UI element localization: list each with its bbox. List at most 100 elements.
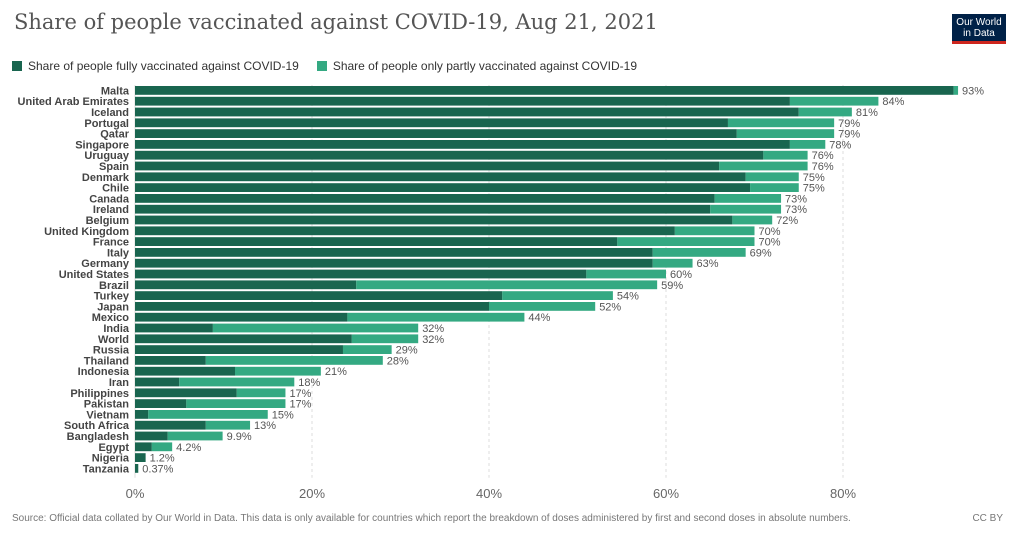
bar-partial (212, 323, 419, 333)
data-label: 84% (882, 96, 904, 108)
data-label: 79% (838, 118, 860, 130)
bar-partial (789, 96, 879, 106)
bar-partial (617, 237, 755, 246)
data-label: 29% (396, 345, 418, 357)
category-label: Japan (97, 301, 129, 313)
bar-partial (763, 150, 808, 160)
category-label: Turkey (94, 291, 130, 303)
bar-full (135, 140, 790, 149)
category-label: Bangladesh (67, 431, 130, 443)
x-tick-label: 40% (476, 486, 502, 500)
data-label: 75% (803, 183, 825, 195)
category-label: Italy (107, 247, 130, 259)
data-label: 72% (776, 215, 798, 227)
chart-title: Share of people vaccinated against COVID… (14, 10, 658, 34)
category-label: Vietnam (86, 409, 129, 421)
data-label: 63% (697, 258, 719, 270)
bar-full (135, 194, 715, 203)
bar-partial (736, 129, 835, 138)
category-label: Singapore (75, 139, 129, 151)
data-label: 93% (962, 85, 984, 97)
bar-partial (652, 258, 693, 268)
legend: Share of people fully vaccinated against… (12, 59, 655, 73)
bar-full (135, 86, 954, 95)
data-label: 32% (422, 323, 444, 335)
bar-full (135, 334, 352, 344)
bar-full (135, 118, 728, 128)
category-label: United Kingdom (44, 226, 129, 238)
bar-full (135, 204, 711, 214)
bar-partial (502, 291, 613, 300)
data-label: 18% (298, 377, 320, 389)
category-label: Egypt (98, 442, 129, 454)
bar-chart: 0% 20% 40% 60% 80% Malta 93% United Arab Emirat… (18, 85, 984, 500)
data-label: 28% (387, 355, 409, 367)
bar-partial (652, 248, 746, 257)
bar-partial (586, 269, 666, 279)
data-label: 0.37% (142, 463, 173, 475)
logo-line-2: in Data (963, 28, 995, 39)
bar-partial (356, 280, 658, 290)
category-label: World (98, 334, 129, 346)
data-label: 32% (422, 334, 444, 346)
bar-full (135, 258, 653, 268)
category-label: Portugal (84, 118, 129, 130)
data-label: 75% (803, 172, 825, 184)
data-label: 17% (289, 388, 311, 400)
bar-partial (205, 356, 383, 365)
category-label: Philippines (70, 388, 129, 400)
bar-full (135, 377, 180, 387)
category-label: Russia (93, 345, 130, 357)
data-label: 76% (812, 161, 834, 173)
data-label: 81% (856, 107, 878, 119)
license-label[interactable]: CC BY (972, 513, 1003, 524)
bar-full (135, 388, 237, 398)
bar-full (135, 453, 146, 462)
source-note: Source: Official data collated by Our Wo… (12, 513, 851, 524)
owid-logo[interactable]: Our World in Data (952, 14, 1006, 44)
bar-full (135, 312, 348, 322)
bar-full (135, 226, 675, 236)
bar-partial (750, 183, 799, 192)
bar-full (135, 215, 733, 225)
bar-partial (179, 377, 295, 387)
legend-item-partial[interactable]: Share of people only partly vaccinated a… (316, 59, 637, 73)
bar-partial (148, 410, 268, 419)
bar-partial (745, 172, 799, 182)
category-label: Uruguay (84, 150, 130, 162)
bar-partial (186, 399, 286, 408)
category-label: South Africa (64, 420, 130, 432)
category-label: Iran (109, 377, 129, 389)
bar-full (135, 237, 618, 246)
data-label: 79% (838, 129, 860, 141)
x-tick-label: 20% (299, 486, 325, 500)
data-label: 13% (254, 420, 276, 432)
x-tick-label: 0% (126, 486, 145, 500)
category-label: Belgium (86, 215, 130, 227)
bar-full (135, 366, 236, 376)
bar-partial (710, 204, 782, 214)
data-label: 21% (325, 366, 347, 378)
bar-full (135, 431, 168, 441)
legend-swatch-partial (316, 61, 327, 71)
category-label: Pakistan (84, 399, 130, 411)
category-label: India (103, 323, 130, 335)
legend-swatch-full (12, 61, 22, 71)
legend-item-full[interactable]: Share of people fully vaccinated against… (12, 59, 299, 73)
category-label: Tanzania (83, 463, 130, 475)
data-label: 4.2% (176, 442, 201, 454)
bar-full (135, 161, 720, 171)
bar-full (135, 410, 149, 419)
category-label: Canada (89, 193, 130, 205)
bar-full (135, 107, 799, 117)
data-label: 73% (785, 204, 807, 216)
bar-full (135, 129, 737, 138)
bar-partial (719, 161, 808, 171)
data-label: 15% (272, 409, 294, 421)
bar-partial (342, 345, 392, 354)
data-label: 52% (599, 301, 621, 313)
bar-full (135, 356, 206, 365)
bar-full (135, 269, 587, 279)
category-label: Ireland (93, 204, 129, 216)
data-label: 60% (670, 269, 692, 281)
